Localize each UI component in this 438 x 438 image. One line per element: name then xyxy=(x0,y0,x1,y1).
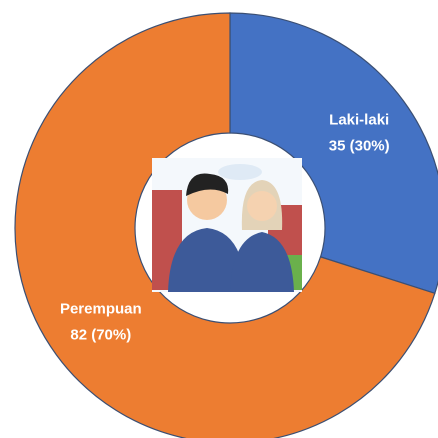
slice-category-label: Perempuan xyxy=(60,300,142,317)
center-illustration xyxy=(152,158,302,292)
man-hair xyxy=(186,173,229,196)
donut-slice xyxy=(14,12,436,438)
slice-value-label: 35 (30%) xyxy=(329,138,390,155)
slices xyxy=(14,12,438,438)
woman-shirt xyxy=(230,232,294,292)
woman-face xyxy=(247,191,277,221)
slice-category-label: Laki-laki xyxy=(329,112,389,129)
slice-value-label: 82 (70%) xyxy=(70,326,131,343)
cloud xyxy=(218,164,262,180)
donut-slice xyxy=(229,12,438,295)
man-shirt xyxy=(168,228,246,292)
labels: Laki-laki 35 (30%) Perempuan 82 (70%) xyxy=(60,112,390,344)
